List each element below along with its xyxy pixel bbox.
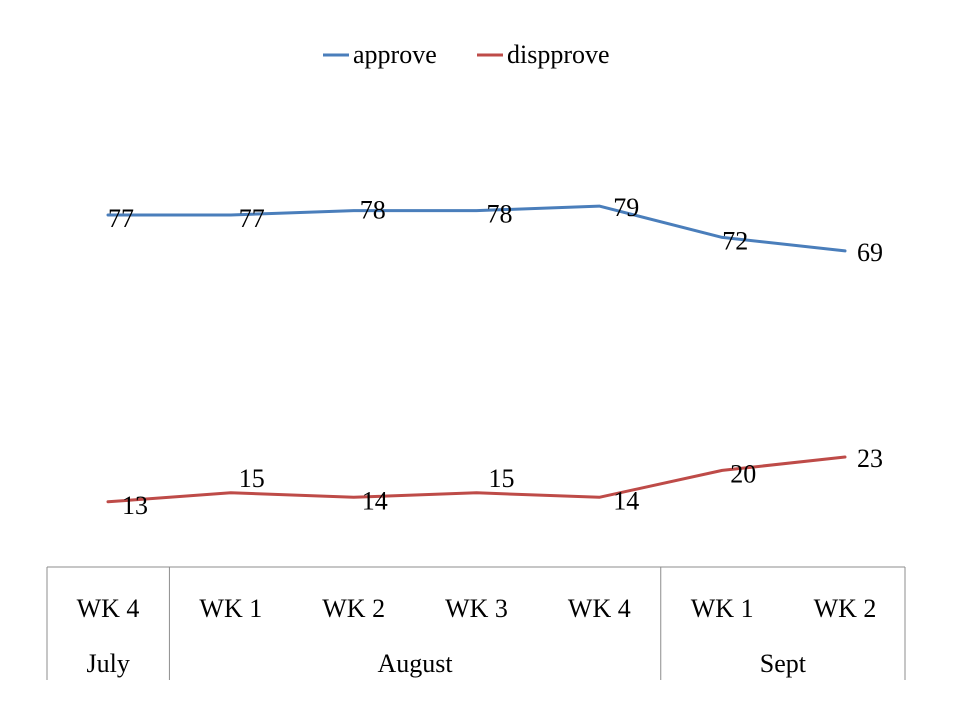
- data-label-dispprove-0: 13: [122, 491, 148, 520]
- series-line-dispprove: [106, 455, 847, 504]
- category-label-4: WK 4: [568, 594, 631, 623]
- data-label-dispprove-3: 15: [489, 464, 515, 493]
- category-label-0: WK 4: [77, 594, 140, 623]
- data-label-approve-1: 77: [239, 204, 265, 233]
- category-label-1: WK 1: [199, 594, 262, 623]
- category-label-3: WK 3: [445, 594, 508, 623]
- data-label-approve-6: 69: [857, 238, 883, 267]
- group-label-august: August: [378, 649, 454, 678]
- category-label-5: WK 1: [691, 594, 754, 623]
- data-label-approve-3: 78: [487, 200, 513, 229]
- data-label-dispprove-4: 14: [613, 486, 639, 515]
- data-label-approve-4: 79: [613, 193, 639, 222]
- legend: approve dispprove: [323, 40, 610, 69]
- data-label-approve-0: 77: [108, 204, 134, 233]
- data-label-dispprove-6: 23: [857, 444, 883, 473]
- category-label-6: WK 2: [814, 594, 877, 623]
- group-label-sept: Sept: [760, 649, 807, 678]
- series-layer: 77 77 78 78 79 72 69 13 15 14 15 14 20 23: [106, 193, 883, 520]
- category-label-2: WK 2: [322, 594, 385, 623]
- legend-label-dispprove: dispprove: [507, 40, 610, 69]
- group-label-july: July: [87, 649, 130, 678]
- data-label-approve-5: 72: [722, 226, 748, 255]
- data-label-approve-2: 78: [360, 196, 386, 225]
- data-label-dispprove-5: 20: [730, 459, 756, 488]
- category-axis-table: July August Sept WK 4 WK 1 WK 2 WK 3 WK 4 WK 1 WK…: [46, 566, 906, 680]
- series-line-approve: [106, 204, 847, 253]
- legend-label-approve: approve: [353, 40, 437, 69]
- data-label-dispprove-1: 15: [239, 464, 265, 493]
- data-label-dispprove-2: 14: [362, 486, 388, 515]
